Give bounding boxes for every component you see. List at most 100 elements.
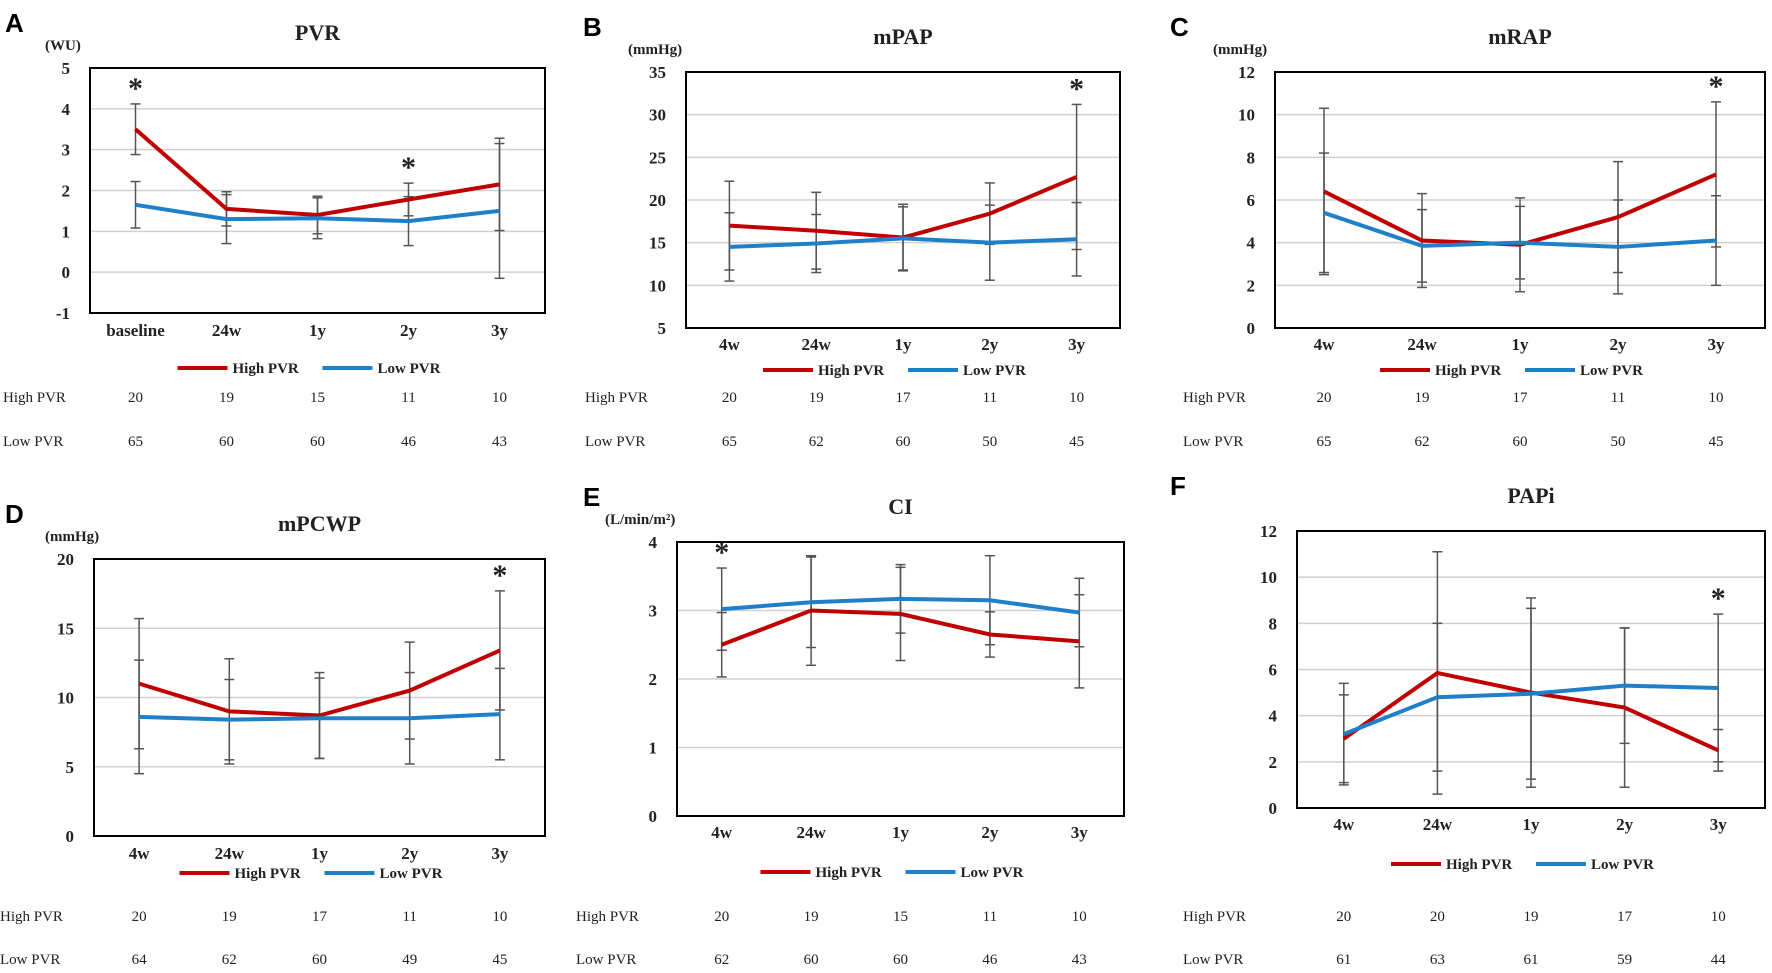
n-high-cell: 19	[1524, 909, 1539, 925]
n-high-cell: 10	[492, 390, 507, 406]
significance-asterisk: *	[492, 559, 507, 592]
n-low-cell: 44	[1711, 952, 1727, 968]
n-low-cell: 50	[1611, 434, 1626, 450]
n-low-cell: 60	[310, 434, 325, 450]
x-tick-label: 24w	[1423, 815, 1453, 834]
n-low-cell: 62	[809, 434, 824, 450]
n-high-cell: 20	[128, 390, 143, 406]
y-tick-label: 10	[1260, 568, 1277, 587]
n-low-cell: 61	[1336, 952, 1351, 968]
y-axis-unit: (mmHg)	[628, 42, 682, 58]
n-high-cell: 15	[893, 909, 908, 925]
plot-frame	[676, 541, 1125, 817]
y-axis-unit: (mmHg)	[45, 529, 99, 545]
y-tick-label: 6	[1247, 191, 1256, 210]
y-tick-label: 20	[649, 191, 666, 210]
legend-low-label: Low PVR	[963, 363, 1026, 379]
y-tick-label: -1	[56, 304, 70, 323]
table-row-label-low: Low PVR	[3, 434, 63, 450]
n-low-cell: 64	[132, 952, 148, 968]
n-low-cell: 62	[222, 952, 237, 968]
x-tick-label: 4w	[129, 844, 151, 863]
x-tick-label: 1y	[1512, 335, 1530, 354]
n-low-cell: 49	[402, 952, 417, 968]
y-tick-label: 8	[1247, 148, 1256, 167]
significance-asterisk: *	[1711, 582, 1726, 615]
y-tick-label: 1	[649, 739, 658, 758]
n-low-cell: 60	[312, 952, 327, 968]
table-row-label-low: Low PVR	[1183, 434, 1243, 450]
y-tick-label: 30	[649, 106, 666, 125]
n-low-cell: 63	[1430, 952, 1445, 968]
panel-letter: A	[5, 8, 24, 38]
x-tick-label: 24w	[1407, 335, 1437, 354]
n-low-cell: 60	[1513, 434, 1528, 450]
table-row-label-high: High PVR	[1183, 909, 1246, 925]
x-tick-label: 2y	[400, 321, 418, 340]
chart-title: CI	[888, 494, 912, 519]
n-high-cell: 20	[132, 909, 147, 925]
x-tick-label: 2y	[1616, 815, 1634, 834]
y-tick-label: 10	[57, 689, 74, 708]
n-high-cell: 20	[1336, 909, 1351, 925]
table-row-label-high: High PVR	[585, 390, 648, 406]
panel-B: B (mmHg) mPAP 5 10 15 20 25 30 35 4w 20 65 24w 19 62 1y 1…	[583, 12, 1121, 450]
n-low-cell: 46	[982, 952, 998, 968]
n-low-cell: 62	[714, 952, 729, 968]
n-high-cell: 19	[222, 909, 237, 925]
n-low-cell: 60	[219, 434, 234, 450]
chart-title: PAPi	[1507, 483, 1554, 508]
table-row-label-low: Low PVR	[1183, 952, 1243, 968]
legend-high-label: High PVR	[1446, 857, 1512, 873]
n-low-cell: 59	[1617, 952, 1632, 968]
legend-low-label: Low PVR	[961, 865, 1024, 881]
panel-D: D (mmHg) mPCWP 0 5 10 15 20 4w 20 64 24w 19 62 1y 17 60 2…	[0, 499, 546, 968]
n-low-cell: 62	[1415, 434, 1430, 450]
y-tick-label: 0	[66, 827, 75, 846]
y-tick-label: 4	[62, 100, 71, 119]
n-high-cell: 11	[1611, 390, 1625, 406]
n-low-cell: 60	[804, 952, 819, 968]
y-tick-label: 35	[649, 63, 666, 82]
significance-asterisk: *	[1069, 72, 1084, 105]
x-tick-label: 4w	[1333, 815, 1355, 834]
y-tick-label: 0	[62, 263, 71, 282]
y-tick-label: 0	[1269, 799, 1278, 818]
y-tick-label: 0	[1247, 319, 1256, 338]
table-row-label-high: High PVR	[3, 390, 66, 406]
x-tick-label: 2y	[1610, 335, 1628, 354]
y-axis-unit: (WU)	[45, 38, 81, 54]
x-tick-label: 1y	[309, 321, 327, 340]
x-tick-label: 4w	[711, 823, 733, 842]
n-high-cell: 10	[1069, 390, 1084, 406]
x-tick-label: 4w	[1314, 335, 1336, 354]
panel-E: E (L/min/m²) CI 0 1 2 3 4 4w 20 62 24w 19 60 1y 15 60 2y 1…	[576, 482, 1125, 968]
n-low-cell: 45	[1709, 434, 1724, 450]
x-tick-label: 2y	[981, 823, 999, 842]
plot-frame	[89, 67, 546, 314]
chart-title: PVR	[295, 20, 341, 45]
panel-letter: D	[5, 499, 24, 529]
chart-title: mPCWP	[278, 511, 361, 536]
y-tick-label: 6	[1269, 661, 1278, 680]
x-tick-label: 3y	[491, 844, 509, 863]
plot-frame	[685, 71, 1121, 329]
x-tick-label: 3y	[1708, 335, 1726, 354]
significance-asterisk: *	[401, 151, 416, 184]
table-row-label-low: Low PVR	[585, 434, 645, 450]
y-tick-label: 3	[62, 141, 71, 160]
x-tick-label: baseline	[106, 321, 165, 340]
n-low-cell: 65	[128, 434, 143, 450]
chart-title: mPAP	[873, 24, 932, 49]
n-high-cell: 11	[401, 390, 415, 406]
y-tick-label: 15	[57, 619, 74, 638]
x-tick-label: 1y	[1523, 815, 1541, 834]
table-row-label-high: High PVR	[576, 909, 639, 925]
legend-low-label: Low PVR	[378, 361, 441, 377]
table-row-label-low: Low PVR	[576, 952, 636, 968]
y-tick-label: 0	[649, 807, 658, 826]
y-tick-label: 4	[1247, 234, 1256, 253]
panel-C: C (mmHg) mRAP 0 2 4 6 8 10 12 4w 20 65 24w 19 62 1y 17 60 2…	[1170, 12, 1766, 450]
panel-letter: B	[583, 12, 602, 42]
